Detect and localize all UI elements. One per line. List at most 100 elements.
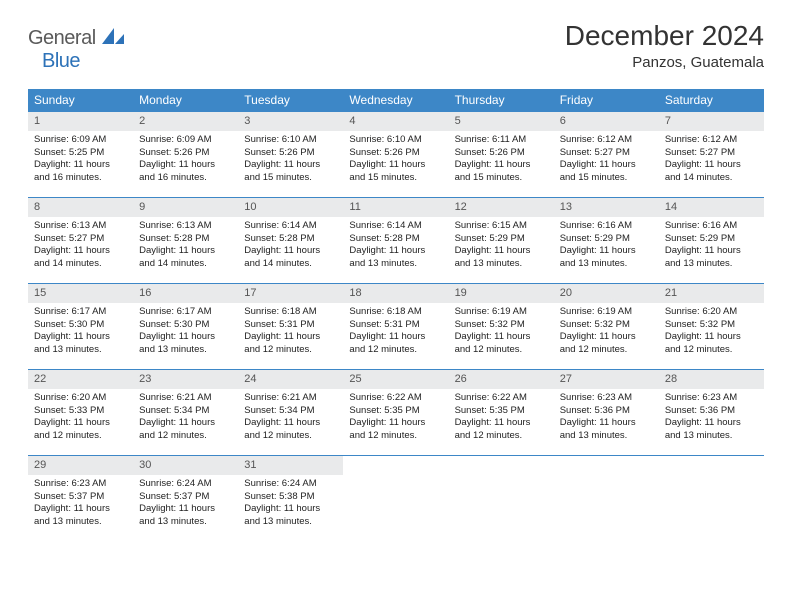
day-number: 20: [554, 284, 659, 303]
sunrise-line: Sunrise: 6:10 AM: [349, 134, 442, 147]
calendar-day-cell: 11Sunrise: 6:14 AMSunset: 5:28 PMDayligh…: [343, 198, 448, 284]
calendar-day-cell: 18Sunrise: 6:18 AMSunset: 5:31 PMDayligh…: [343, 284, 448, 370]
calendar-week-row: 8Sunrise: 6:13 AMSunset: 5:27 PMDaylight…: [28, 198, 764, 284]
sunrise-line: Sunrise: 6:21 AM: [139, 392, 232, 405]
sunset-line: Sunset: 5:33 PM: [34, 405, 127, 418]
sunrise-line: Sunrise: 6:18 AM: [244, 306, 337, 319]
calendar-day-cell: [659, 456, 764, 542]
day-number: 16: [133, 284, 238, 303]
logo-text-blue: Blue: [42, 50, 80, 72]
daylight-line-2: and 14 minutes.: [665, 172, 758, 185]
sunset-line: Sunset: 5:29 PM: [560, 233, 653, 246]
calendar-day-cell: [343, 456, 448, 542]
sunrise-line: Sunrise: 6:20 AM: [34, 392, 127, 405]
calendar-day-cell: 3Sunrise: 6:10 AMSunset: 5:26 PMDaylight…: [238, 112, 343, 198]
sunrise-line: Sunrise: 6:17 AM: [34, 306, 127, 319]
weekday-header: Friday: [554, 89, 659, 112]
sunrise-line: Sunrise: 6:14 AM: [244, 220, 337, 233]
daylight-line-1: Daylight: 11 hours: [665, 331, 758, 344]
sunset-line: Sunset: 5:35 PM: [349, 405, 442, 418]
sunrise-line: Sunrise: 6:12 AM: [560, 134, 653, 147]
day-body: Sunrise: 6:12 AMSunset: 5:27 PMDaylight:…: [659, 131, 764, 189]
sunrise-line: Sunrise: 6:09 AM: [34, 134, 127, 147]
daylight-line-1: Daylight: 11 hours: [139, 245, 232, 258]
sunrise-line: Sunrise: 6:13 AM: [34, 220, 127, 233]
day-body: Sunrise: 6:19 AMSunset: 5:32 PMDaylight:…: [554, 303, 659, 361]
day-number: 27: [554, 370, 659, 389]
calendar-day-cell: 1Sunrise: 6:09 AMSunset: 5:25 PMDaylight…: [28, 112, 133, 198]
weekday-header: Sunday: [28, 89, 133, 112]
daylight-line-2: and 13 minutes.: [455, 258, 548, 271]
title-block: December 2024 Panzos, Guatemala: [565, 20, 764, 71]
day-number: 7: [659, 112, 764, 131]
day-body: Sunrise: 6:12 AMSunset: 5:27 PMDaylight:…: [554, 131, 659, 189]
day-number: 11: [343, 198, 448, 217]
sunrise-line: Sunrise: 6:23 AM: [560, 392, 653, 405]
calendar-day-cell: 13Sunrise: 6:16 AMSunset: 5:29 PMDayligh…: [554, 198, 659, 284]
calendar-week-row: 22Sunrise: 6:20 AMSunset: 5:33 PMDayligh…: [28, 370, 764, 456]
sunset-line: Sunset: 5:31 PM: [244, 319, 337, 332]
daylight-line-1: Daylight: 11 hours: [244, 503, 337, 516]
sunrise-line: Sunrise: 6:09 AM: [139, 134, 232, 147]
daylight-line-2: and 13 minutes.: [34, 516, 127, 529]
location: Panzos, Guatemala: [565, 54, 764, 71]
daylight-line-2: and 12 minutes.: [455, 430, 548, 443]
sunset-line: Sunset: 5:29 PM: [455, 233, 548, 246]
sunrise-line: Sunrise: 6:22 AM: [349, 392, 442, 405]
sunrise-line: Sunrise: 6:18 AM: [349, 306, 442, 319]
calendar-day-cell: 30Sunrise: 6:24 AMSunset: 5:37 PMDayligh…: [133, 456, 238, 542]
daylight-line-2: and 13 minutes.: [560, 258, 653, 271]
sunrise-line: Sunrise: 6:24 AM: [139, 478, 232, 491]
day-body: Sunrise: 6:09 AMSunset: 5:25 PMDaylight:…: [28, 131, 133, 189]
day-body: Sunrise: 6:10 AMSunset: 5:26 PMDaylight:…: [238, 131, 343, 189]
calendar-day-cell: 29Sunrise: 6:23 AMSunset: 5:37 PMDayligh…: [28, 456, 133, 542]
calendar-day-cell: 6Sunrise: 6:12 AMSunset: 5:27 PMDaylight…: [554, 112, 659, 198]
daylight-line-1: Daylight: 11 hours: [139, 417, 232, 430]
weekday-header: Saturday: [659, 89, 764, 112]
weekday-header: Wednesday: [343, 89, 448, 112]
day-number: 30: [133, 456, 238, 475]
calendar-day-cell: 16Sunrise: 6:17 AMSunset: 5:30 PMDayligh…: [133, 284, 238, 370]
calendar-day-cell: 28Sunrise: 6:23 AMSunset: 5:36 PMDayligh…: [659, 370, 764, 456]
day-number: 1: [28, 112, 133, 131]
sunset-line: Sunset: 5:31 PM: [349, 319, 442, 332]
day-body: Sunrise: 6:20 AMSunset: 5:32 PMDaylight:…: [659, 303, 764, 361]
sunset-line: Sunset: 5:27 PM: [560, 147, 653, 160]
month-title: December 2024: [565, 20, 764, 52]
calendar-day-cell: 23Sunrise: 6:21 AMSunset: 5:34 PMDayligh…: [133, 370, 238, 456]
daylight-line-1: Daylight: 11 hours: [455, 331, 548, 344]
day-number: 21: [659, 284, 764, 303]
day-body: Sunrise: 6:10 AMSunset: 5:26 PMDaylight:…: [343, 131, 448, 189]
sunset-line: Sunset: 5:26 PM: [139, 147, 232, 160]
sunset-line: Sunset: 5:32 PM: [665, 319, 758, 332]
day-number: 5: [449, 112, 554, 131]
daylight-line-1: Daylight: 11 hours: [34, 159, 127, 172]
day-body: Sunrise: 6:24 AMSunset: 5:37 PMDaylight:…: [133, 475, 238, 533]
calendar-day-cell: 9Sunrise: 6:13 AMSunset: 5:28 PMDaylight…: [133, 198, 238, 284]
daylight-line-2: and 13 minutes.: [139, 344, 232, 357]
calendar-day-cell: 25Sunrise: 6:22 AMSunset: 5:35 PMDayligh…: [343, 370, 448, 456]
sunset-line: Sunset: 5:28 PM: [139, 233, 232, 246]
daylight-line-2: and 13 minutes.: [665, 258, 758, 271]
daylight-line-2: and 12 minutes.: [665, 344, 758, 357]
daylight-line-2: and 15 minutes.: [560, 172, 653, 185]
sunrise-line: Sunrise: 6:24 AM: [244, 478, 337, 491]
sunset-line: Sunset: 5:37 PM: [139, 491, 232, 504]
daylight-line-1: Daylight: 11 hours: [455, 417, 548, 430]
day-number: 13: [554, 198, 659, 217]
daylight-line-1: Daylight: 11 hours: [349, 417, 442, 430]
logo-text-block: General Blue: [28, 26, 124, 73]
daylight-line-1: Daylight: 11 hours: [349, 245, 442, 258]
daylight-line-1: Daylight: 11 hours: [34, 245, 127, 258]
calendar-day-cell: 22Sunrise: 6:20 AMSunset: 5:33 PMDayligh…: [28, 370, 133, 456]
calendar-week-row: 15Sunrise: 6:17 AMSunset: 5:30 PMDayligh…: [28, 284, 764, 370]
daylight-line-2: and 13 minutes.: [349, 258, 442, 271]
sunrise-line: Sunrise: 6:15 AM: [455, 220, 548, 233]
daylight-line-2: and 13 minutes.: [665, 430, 758, 443]
calendar-day-cell: 20Sunrise: 6:19 AMSunset: 5:32 PMDayligh…: [554, 284, 659, 370]
day-body: Sunrise: 6:13 AMSunset: 5:27 PMDaylight:…: [28, 217, 133, 275]
sunset-line: Sunset: 5:36 PM: [665, 405, 758, 418]
daylight-line-1: Daylight: 11 hours: [244, 159, 337, 172]
sunrise-line: Sunrise: 6:23 AM: [34, 478, 127, 491]
day-body: Sunrise: 6:23 AMSunset: 5:37 PMDaylight:…: [28, 475, 133, 533]
